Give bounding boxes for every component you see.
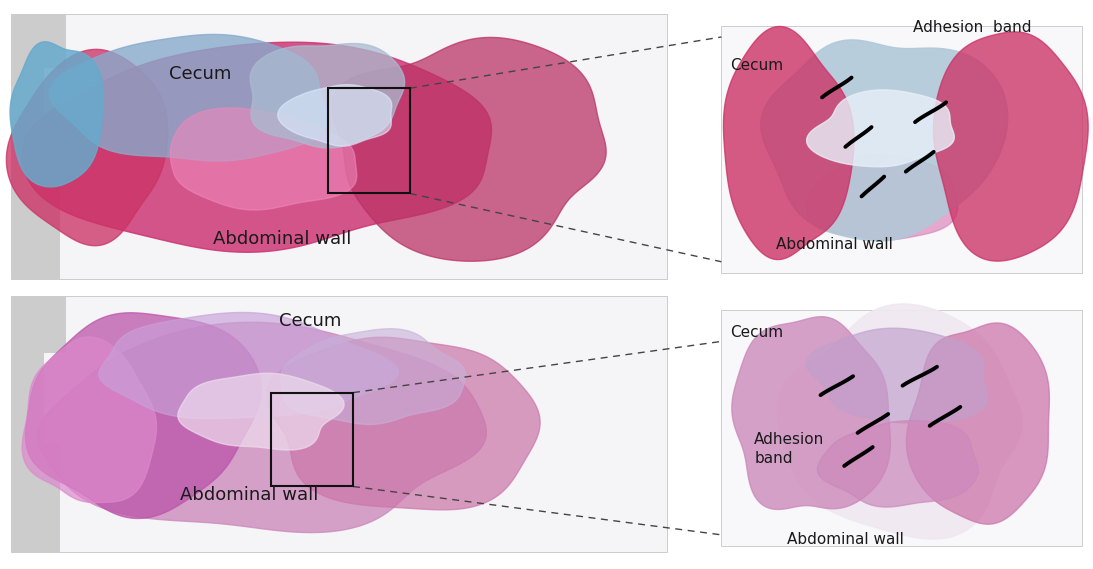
Polygon shape — [250, 43, 404, 148]
Polygon shape — [37, 322, 486, 533]
Polygon shape — [777, 304, 1022, 539]
Bar — [271, 393, 353, 486]
Bar — [11, 159, 60, 279]
Text: Abdominal wall: Abdominal wall — [776, 237, 893, 252]
Bar — [721, 26, 1082, 273]
Polygon shape — [267, 337, 540, 510]
Text: Abdominal wall: Abdominal wall — [180, 486, 319, 504]
Polygon shape — [10, 42, 104, 187]
Bar — [328, 88, 410, 193]
Polygon shape — [806, 328, 987, 423]
Polygon shape — [732, 317, 891, 509]
Text: Cecum: Cecum — [730, 325, 784, 340]
Polygon shape — [933, 32, 1089, 261]
Bar — [11, 14, 66, 68]
Polygon shape — [807, 154, 957, 240]
Polygon shape — [332, 38, 607, 261]
Polygon shape — [807, 90, 954, 167]
Polygon shape — [49, 34, 328, 161]
Bar — [11, 68, 44, 159]
Polygon shape — [906, 323, 1049, 524]
Polygon shape — [761, 40, 1008, 241]
Polygon shape — [178, 373, 344, 450]
Polygon shape — [22, 337, 156, 502]
Polygon shape — [98, 312, 399, 419]
Text: Cecum: Cecum — [169, 65, 232, 83]
Text: Adhesion
band: Adhesion band — [754, 432, 824, 466]
Polygon shape — [7, 50, 167, 246]
Text: Cecum: Cecum — [730, 58, 784, 73]
Bar — [11, 296, 667, 552]
Bar — [721, 310, 1082, 546]
Text: Abdominal wall: Abdominal wall — [213, 230, 352, 248]
Bar — [11, 296, 66, 353]
Text: Abdominal wall: Abdominal wall — [787, 532, 904, 547]
Polygon shape — [281, 329, 466, 424]
Bar — [11, 14, 667, 279]
Polygon shape — [25, 313, 261, 518]
Bar — [11, 353, 44, 444]
Polygon shape — [171, 108, 356, 210]
Text: Cecum: Cecum — [279, 312, 341, 331]
Polygon shape — [818, 420, 978, 507]
Polygon shape — [22, 42, 492, 252]
Bar — [11, 444, 60, 552]
Text: Adhesion  band: Adhesion band — [913, 20, 1031, 35]
Polygon shape — [278, 85, 391, 146]
Polygon shape — [724, 26, 854, 259]
